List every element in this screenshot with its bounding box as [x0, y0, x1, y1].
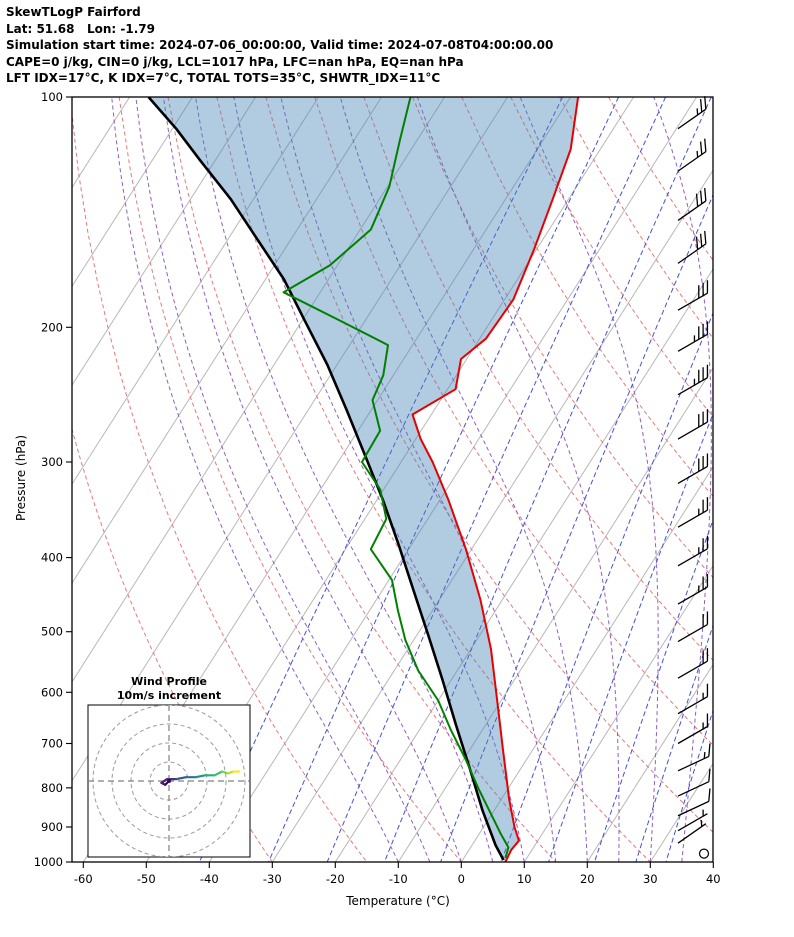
y-axis-label: Pressure (hPa): [14, 434, 28, 522]
plot-area: [72, 97, 713, 862]
svg-text:-50: -50: [137, 872, 156, 886]
location-line: Lat: 51.68 Lon: -1.79: [6, 21, 155, 36]
dewpoint-trace: [282, 97, 510, 859]
plot-frame: [71, 96, 714, 863]
svg-text:40: 40: [706, 872, 721, 886]
svg-text:-10: -10: [389, 872, 408, 886]
svg-text:1000: 1000: [34, 855, 63, 869]
hodograph-origin-dot: [167, 779, 171, 783]
svg-text:-20: -20: [326, 872, 345, 886]
calm-wind-circle: [698, 848, 710, 859]
svg-text:-60: -60: [74, 872, 93, 886]
svg-text:10: 10: [517, 872, 532, 886]
svg-text:200: 200: [41, 320, 63, 334]
isotherms: [72, 97, 713, 862]
svg-text:600: 600: [41, 685, 63, 699]
svg-text:0: 0: [458, 872, 465, 886]
axis-ticks: [66, 96, 714, 868]
hodograph-inset: [87, 704, 251, 858]
svg-text:700: 700: [41, 737, 63, 751]
svg-text:-30: -30: [263, 872, 282, 886]
hodograph-subtitle: 10m/s increment: [116, 689, 222, 702]
wind-barbs: [677, 96, 711, 859]
svg-text:500: 500: [41, 625, 63, 639]
figure-header: SkewTLogP Fairford Lat: 51.68 Lon: -1.79…: [6, 4, 553, 87]
svg-text:800: 800: [41, 781, 63, 795]
shaded-area: [148, 97, 579, 862]
figure-title: SkewTLogP Fairford: [6, 5, 141, 19]
temperature-trace: [411, 97, 580, 862]
svg-text:300: 300: [41, 455, 63, 469]
indices-line-2: LFT IDX=17°C, K IDX=7°C, TOTAL TOTS=35°C…: [6, 71, 441, 85]
hodograph-trace: [160, 770, 241, 786]
times-line: Simulation start time: 2024-07-06_00:00:…: [6, 38, 554, 52]
hodograph-title: Wind Profile: [131, 675, 207, 688]
svg-text:400: 400: [41, 551, 63, 565]
svg-text:-40: -40: [200, 872, 219, 886]
indices-line-1: CAPE=0 j/kg, CIN=0 j/kg, LCL=1017 hPa, L…: [6, 54, 464, 69]
svg-text:20: 20: [580, 872, 595, 886]
x-axis-label: Temperature (°C): [346, 894, 450, 908]
svg-text:900: 900: [41, 820, 63, 834]
svg-text:30: 30: [643, 872, 658, 886]
moist-adiabats: [111, 97, 712, 862]
svg-text:100: 100: [41, 90, 63, 104]
